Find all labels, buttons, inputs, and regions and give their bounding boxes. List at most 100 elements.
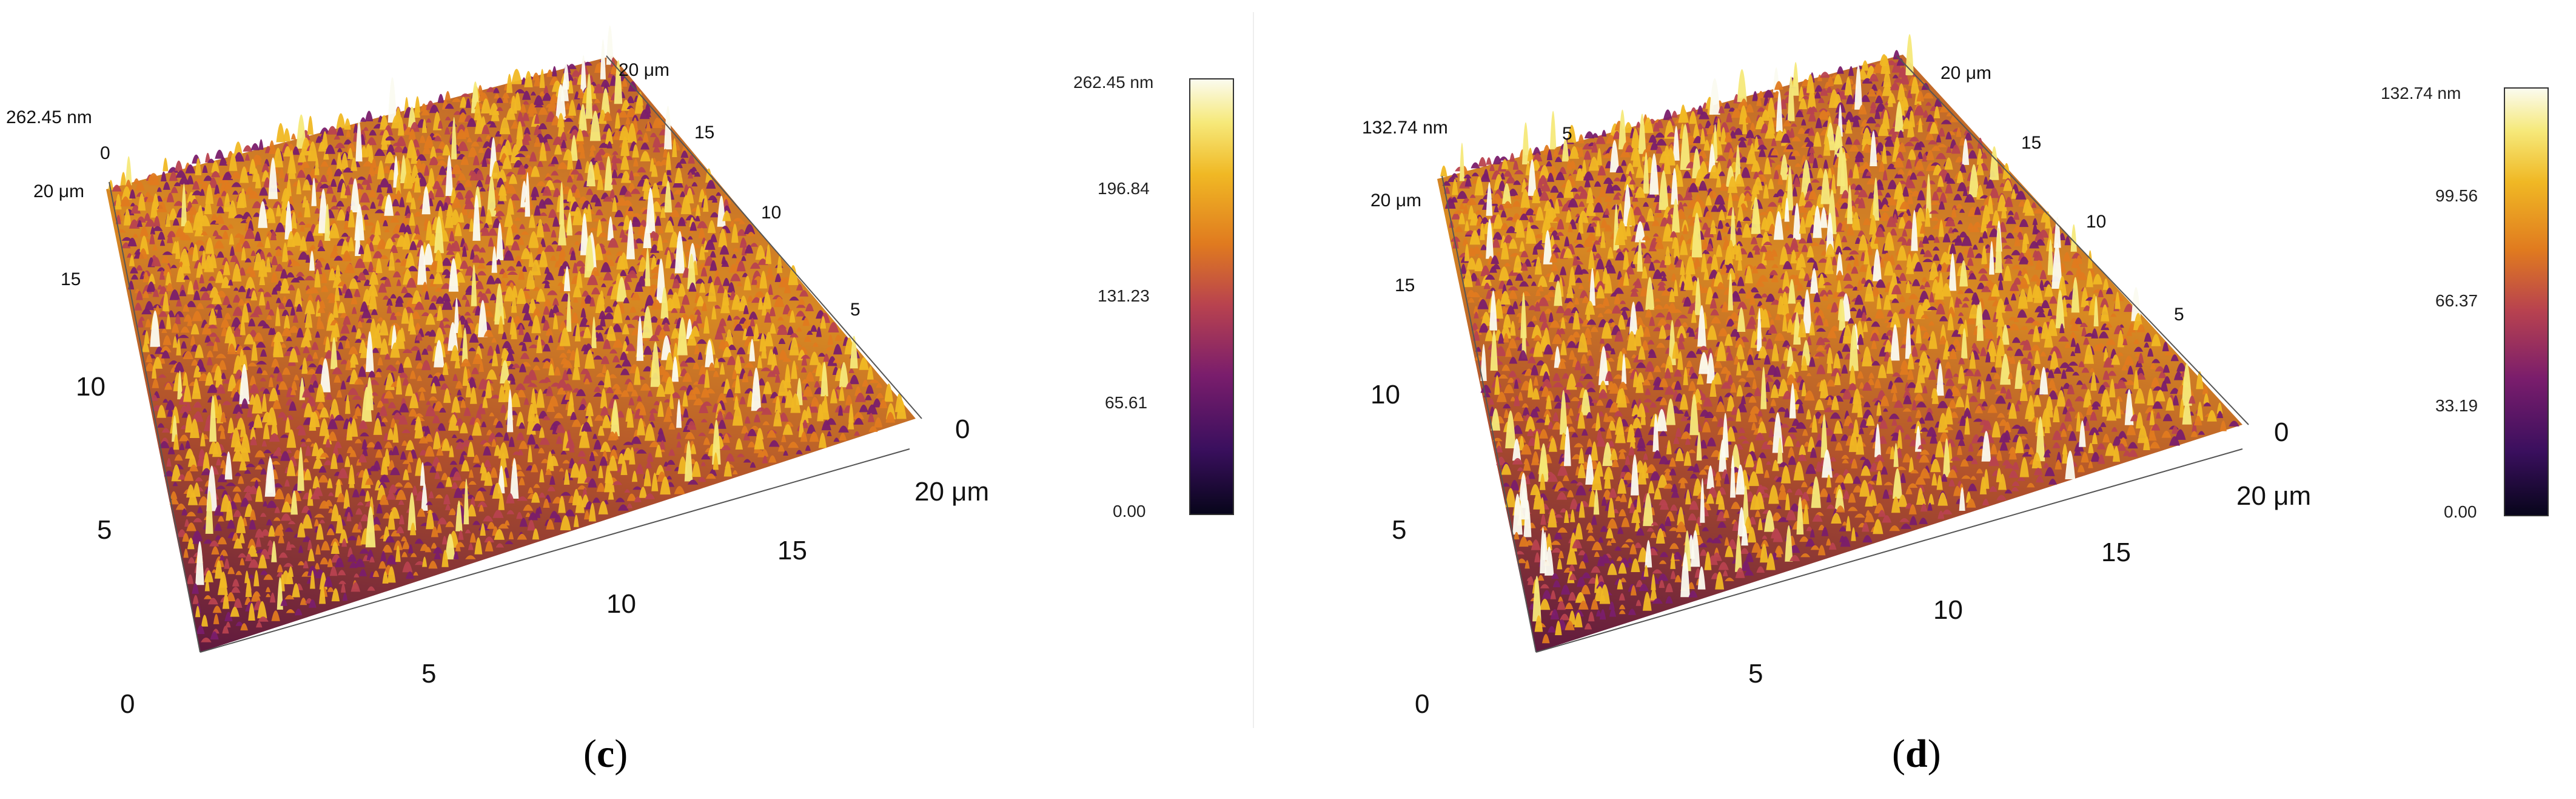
- surface-peak: [655, 445, 663, 457]
- surface-peak: [1785, 245, 1792, 254]
- surface-peak: [164, 382, 172, 390]
- surface-peak: [373, 417, 383, 435]
- surface-peak: [181, 234, 192, 241]
- surface-peak: [560, 132, 567, 141]
- surface-peak: [172, 218, 179, 226]
- surface-peak: [366, 174, 372, 183]
- surface-peak: [1785, 224, 1790, 231]
- surface-peak: [503, 250, 514, 261]
- surface-peak: [1538, 175, 1548, 184]
- surface-peak: [585, 349, 595, 369]
- surface-peak: [277, 412, 287, 418]
- surface-peak: [193, 365, 202, 378]
- surface-peak: [600, 315, 606, 327]
- surface-peak: [526, 270, 535, 289]
- surface-peak: [1700, 128, 1706, 144]
- surface-peak: [502, 157, 512, 169]
- surface-peak: [613, 431, 619, 440]
- surface-peak: [275, 222, 286, 232]
- surface-peak: [492, 482, 503, 499]
- surface-peak: [186, 300, 196, 308]
- surface-peak: [539, 437, 550, 445]
- surface-peak: [402, 232, 411, 250]
- surface-peak: [709, 260, 717, 271]
- surface-peak: [385, 536, 395, 543]
- surface-peak: [1742, 223, 1752, 238]
- surface-peak: [537, 243, 544, 254]
- surface-peak: [535, 288, 546, 302]
- surface-peak: [304, 275, 315, 281]
- surface-peak: [637, 167, 646, 173]
- surface-peak: [452, 471, 462, 480]
- surface-peak: [199, 274, 204, 283]
- surface-peak: [232, 486, 242, 492]
- surface-peak: [421, 360, 431, 371]
- surface-peak: [351, 296, 358, 305]
- surface-peak: [798, 298, 805, 305]
- surface-peak: [593, 355, 603, 360]
- surface-peak: [1615, 192, 1622, 196]
- surface-peak: [494, 206, 501, 211]
- surface-peak: [614, 210, 624, 217]
- surface-peak: [401, 146, 409, 153]
- surface-peak: [653, 400, 660, 405]
- surface-peak: [408, 492, 417, 531]
- surface-peak: [1548, 272, 1556, 282]
- surface-peak: [1806, 232, 1813, 243]
- surface-peak: [474, 490, 485, 501]
- surface-peak: [216, 485, 226, 490]
- surface-peak: [437, 423, 446, 431]
- surface-peak: [395, 174, 401, 194]
- surface-peak: [1664, 246, 1671, 265]
- surface-peak: [1714, 194, 1725, 205]
- surface-peak: [542, 416, 551, 420]
- surface-peak: [1663, 154, 1671, 174]
- surface-peak: [560, 491, 571, 496]
- surface-peak: [363, 214, 369, 220]
- surface-peak: [1716, 230, 1722, 240]
- surface-peak: [401, 308, 409, 324]
- surface-peak: [625, 117, 631, 125]
- surface-peak: [1623, 272, 1629, 286]
- surface-peak: [1709, 165, 1720, 179]
- surface-peak: [192, 411, 204, 422]
- surface-peak: [802, 317, 810, 326]
- surface-peak: [183, 372, 189, 386]
- surface-peak: [517, 496, 528, 501]
- surface-peak: [1880, 55, 1891, 74]
- surface-peak: [215, 353, 227, 359]
- surface-peak: [614, 112, 621, 129]
- surface-peak: [1464, 220, 1470, 231]
- surface-peak: [426, 501, 433, 505]
- surface-peak: [588, 478, 597, 488]
- surface-peak: [245, 553, 252, 561]
- surface-peak: [359, 548, 369, 554]
- surface-peak: [1716, 155, 1727, 161]
- surface-peak: [802, 386, 813, 397]
- surface-peak: [830, 389, 837, 403]
- surface-peak: [432, 431, 441, 450]
- surface-peak: [516, 432, 525, 440]
- surface-peak: [472, 155, 480, 166]
- surface-peak: [1870, 101, 1877, 109]
- surface-peak: [1886, 216, 1897, 228]
- surface-peak: [243, 145, 253, 152]
- surface-peak: [259, 273, 266, 285]
- surface-peak: [448, 322, 458, 351]
- surface-peak: [612, 150, 619, 155]
- surface-peak: [381, 417, 388, 422]
- surface-peak: [183, 275, 190, 280]
- surface-peak: [506, 266, 516, 271]
- surface-peak: [387, 402, 397, 408]
- surface-peak: [1680, 260, 1685, 275]
- surface-peak: [341, 152, 349, 170]
- surface-peak: [150, 200, 158, 218]
- surface-peak: [290, 490, 298, 515]
- surface-peak: [493, 87, 500, 93]
- surface-peak: [762, 421, 770, 425]
- surface-peak: [1568, 223, 1573, 232]
- surface-peak: [1663, 109, 1672, 120]
- surface-peak: [1826, 86, 1833, 93]
- surface-peak: [1817, 154, 1823, 158]
- surface-peak: [656, 317, 663, 328]
